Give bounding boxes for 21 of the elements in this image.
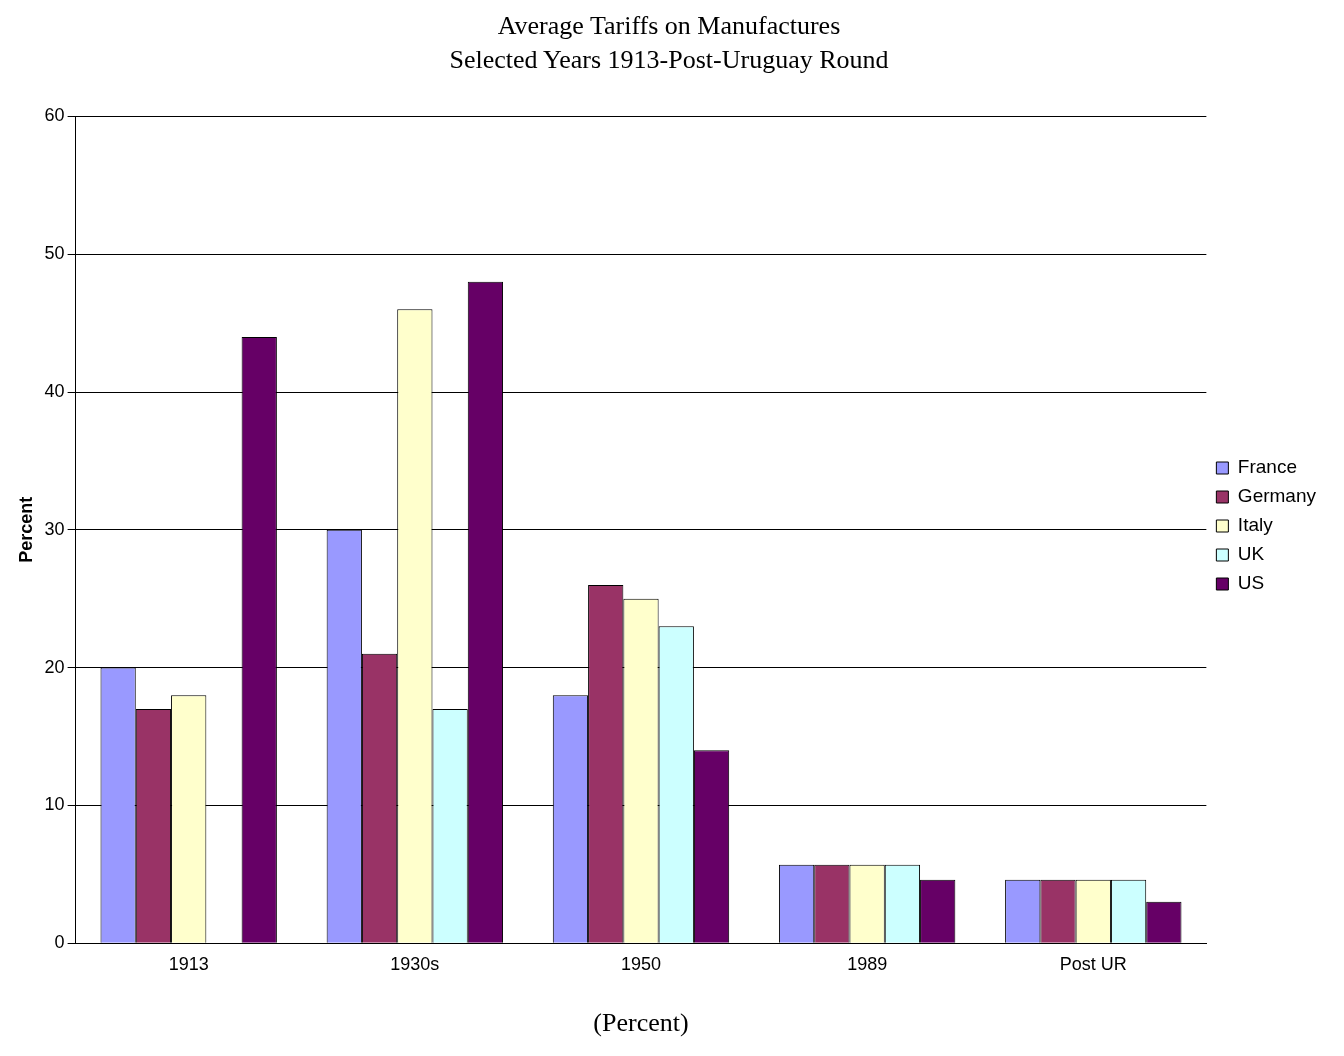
x-tick-label: Post UR <box>1059 953 1127 974</box>
x-tick-label: 1950 <box>620 953 662 974</box>
legend-label: Germany <box>1237 485 1317 507</box>
y-tick-label: 0 <box>54 932 65 953</box>
chart-subtitle: Selected Years 1913-Post-Uruguay Round <box>449 44 889 74</box>
x-tick-label: 1930s <box>390 953 440 974</box>
legend-label: US <box>1237 572 1265 594</box>
legend-label: Italy <box>1237 514 1274 536</box>
chart-title: Average Tariffs on Manufactures <box>497 11 841 41</box>
y-tick-label: 40 <box>44 380 65 401</box>
y-axis-title: Percent <box>15 496 36 563</box>
y-tick-label: 30 <box>44 518 65 539</box>
y-tick-label: 10 <box>44 794 65 815</box>
y-tick-label: 20 <box>44 656 65 677</box>
legend-label: UK <box>1237 543 1265 565</box>
y-tick-label: 60 <box>44 105 65 126</box>
x-axis-title: (Percent) <box>593 1008 689 1038</box>
y-tick-label: 50 <box>44 243 65 264</box>
x-tick-label: 1989 <box>847 953 888 974</box>
x-tick-label: 1913 <box>168 953 209 974</box>
legend-label: France <box>1237 456 1298 478</box>
